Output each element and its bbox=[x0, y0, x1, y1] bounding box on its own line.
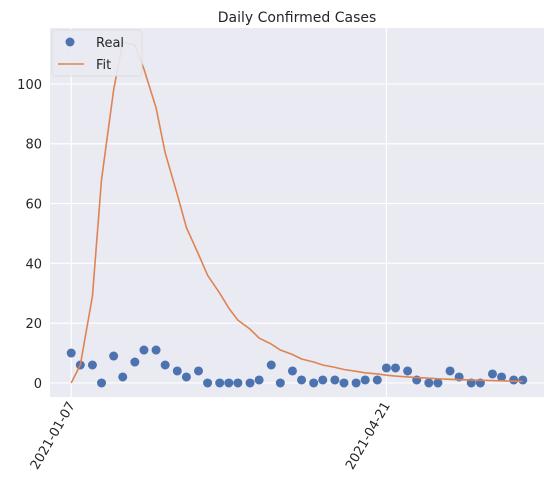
data-point bbox=[66, 348, 76, 358]
data-point bbox=[403, 366, 413, 376]
data-point bbox=[275, 378, 285, 388]
data-point bbox=[118, 372, 128, 382]
data-point bbox=[87, 360, 97, 370]
data-point bbox=[151, 345, 161, 355]
y-tick-label: 60 bbox=[25, 198, 42, 213]
data-point bbox=[266, 360, 276, 370]
data-point bbox=[497, 372, 507, 382]
data-point bbox=[339, 378, 349, 388]
data-point bbox=[245, 378, 255, 388]
chart-title: Daily Confirmed Cases bbox=[218, 10, 377, 26]
legend: Real Fit bbox=[51, 29, 143, 77]
y-tick-label: 100 bbox=[17, 78, 42, 93]
data-point bbox=[390, 363, 400, 373]
legend-marker bbox=[65, 37, 75, 47]
data-point bbox=[172, 366, 182, 376]
data-point bbox=[297, 375, 307, 385]
y-tick-label: 20 bbox=[25, 317, 42, 332]
y-tick-label: 80 bbox=[25, 138, 42, 153]
data-point bbox=[97, 378, 107, 388]
data-point bbox=[160, 360, 170, 370]
x-tick-label: 2021-04-21 bbox=[343, 400, 394, 473]
data-point bbox=[194, 366, 204, 376]
legend-label: Fit bbox=[96, 58, 111, 73]
data-point bbox=[433, 378, 443, 388]
y-tick-label: 0 bbox=[34, 377, 42, 392]
data-point bbox=[330, 375, 340, 385]
data-point bbox=[224, 378, 234, 388]
data-point bbox=[233, 378, 243, 388]
data-point bbox=[381, 363, 391, 373]
data-point bbox=[318, 375, 328, 385]
data-point bbox=[487, 369, 497, 379]
data-point bbox=[215, 378, 225, 388]
plot-area bbox=[50, 28, 544, 397]
data-point bbox=[424, 378, 434, 388]
data-point bbox=[309, 378, 319, 388]
fit-line bbox=[70, 41, 523, 384]
y-tick-label: 40 bbox=[25, 257, 42, 272]
data-point bbox=[351, 378, 361, 388]
data-point bbox=[287, 366, 297, 376]
data-point bbox=[181, 372, 191, 382]
data-point bbox=[203, 378, 213, 388]
data-point bbox=[109, 351, 119, 361]
data-point bbox=[518, 375, 528, 385]
data-point bbox=[360, 375, 370, 385]
data-point bbox=[372, 375, 382, 385]
data-point bbox=[254, 375, 264, 385]
data-point bbox=[139, 345, 149, 355]
data-point bbox=[130, 357, 140, 367]
legend-label: Real bbox=[96, 36, 124, 51]
data-point bbox=[509, 375, 519, 385]
x-tick-label: 2021-01-07 bbox=[28, 400, 79, 473]
data-point bbox=[445, 366, 455, 376]
